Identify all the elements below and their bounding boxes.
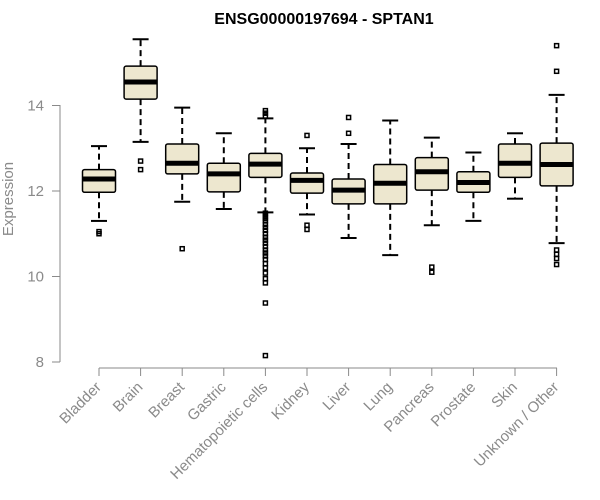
box-prostate xyxy=(456,151,491,222)
outlier-point xyxy=(262,265,269,271)
x-tick-label: Prostate xyxy=(428,379,480,431)
outlier-point xyxy=(262,256,269,263)
iqr-box xyxy=(206,162,242,193)
outlier-point xyxy=(553,42,560,49)
box-hematopoietic-cells xyxy=(248,107,283,359)
box-bladder xyxy=(81,145,117,237)
outlier-point xyxy=(179,245,185,252)
outlier-point xyxy=(262,260,269,267)
outlier-point xyxy=(345,114,352,121)
outlier-point xyxy=(262,247,269,253)
x-tick-label: Kidney xyxy=(268,378,313,423)
outlier-point xyxy=(304,226,310,233)
x-tick-label: Brain xyxy=(110,379,147,416)
outlier-point xyxy=(262,224,269,231)
outlier-point xyxy=(553,247,560,253)
x-tick-label: Liver xyxy=(319,379,354,414)
box-unknown-other xyxy=(539,42,574,268)
y-axis-ticks: 8 10 12 14 xyxy=(27,98,60,371)
outlier-point xyxy=(304,132,310,139)
y-tick-label: 12 xyxy=(27,183,44,200)
outlier-point xyxy=(304,222,310,228)
outlier-point xyxy=(429,269,435,275)
boxplot-series xyxy=(81,38,574,359)
outlier-point xyxy=(262,237,269,243)
outlier-point xyxy=(262,280,269,286)
outlier-point xyxy=(262,300,269,306)
outlier-point xyxy=(137,166,144,173)
outlier-point xyxy=(262,107,269,114)
outlier-point xyxy=(262,234,269,240)
iqr-box xyxy=(497,143,533,179)
outlier-point xyxy=(553,251,560,258)
outlier-point xyxy=(262,113,269,119)
x-tick-label: Skin xyxy=(488,379,521,412)
y-tick-label: 14 xyxy=(27,98,44,115)
outlier-point xyxy=(345,130,352,137)
box-brain xyxy=(123,38,158,173)
outlier-point xyxy=(262,275,269,282)
iqr-box xyxy=(164,143,200,175)
y-tick-label: 8 xyxy=(36,354,44,371)
box-pancreas xyxy=(414,136,450,275)
x-tick-label: Bladder xyxy=(56,379,105,428)
x-tick-label: Breast xyxy=(145,378,188,421)
box-skin xyxy=(497,132,533,200)
outlier-point xyxy=(96,228,102,235)
outlier-point xyxy=(137,158,144,164)
outlier-point xyxy=(262,352,269,359)
outlier-point xyxy=(262,221,269,228)
box-breast xyxy=(164,106,200,252)
outlier-point xyxy=(553,255,560,262)
box-kidney xyxy=(289,132,325,233)
outlier-point xyxy=(429,264,435,270)
outlier-point xyxy=(262,250,269,256)
box-gastric xyxy=(206,132,242,210)
iqr-box xyxy=(289,172,325,194)
chart-title: ENSG00000197694 - SPTAN1 xyxy=(214,11,433,28)
outlier-point xyxy=(553,261,560,268)
y-tick-label: 10 xyxy=(27,269,44,286)
box-liver xyxy=(331,114,366,240)
outlier-point xyxy=(553,68,560,75)
y-axis-label: Expression xyxy=(0,162,17,236)
box-lung xyxy=(372,119,408,257)
x-tick-label: Lung xyxy=(360,379,396,415)
outlier-point xyxy=(262,270,269,276)
